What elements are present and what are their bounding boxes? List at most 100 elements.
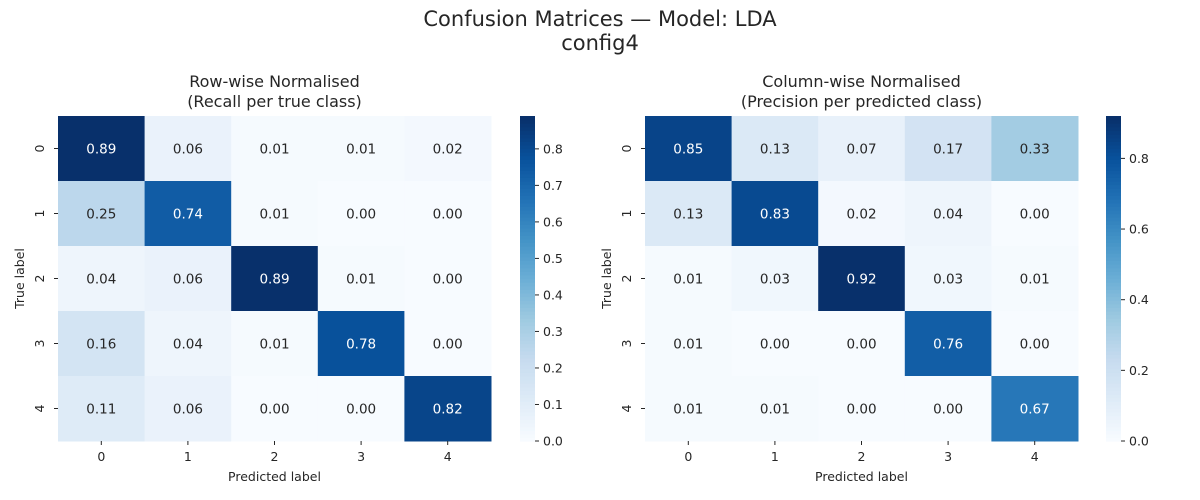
panel-title-line-1: Column-wise Normalised [762, 72, 961, 91]
colorbar-segment [520, 282, 535, 287]
colorbar-segment [1106, 119, 1121, 124]
colorbar-segment [520, 332, 535, 337]
cell-value-label: 0.83 [760, 207, 790, 223]
colorbar-segment [1106, 394, 1121, 399]
cell-value-label: 0.02 [433, 142, 463, 158]
heatmap-cell [731, 376, 819, 442]
colorbar-tick-label: 0.2 [543, 360, 563, 375]
heatmap-cell [231, 311, 319, 377]
colorbar-segment [520, 361, 535, 366]
colorbar-segment [520, 220, 535, 225]
colorbar-segment [1106, 376, 1121, 381]
cell-value-label: 0.00 [1020, 337, 1050, 353]
colorbar-segment [520, 264, 535, 269]
colorbar-segment [520, 152, 535, 157]
x-tick-label: 3 [944, 449, 952, 464]
heatmap-cell [404, 311, 492, 377]
cell-value-label: 0.13 [760, 142, 790, 158]
cell-value-label: 0.01 [259, 142, 289, 158]
cell-value-label: 0.04 [933, 207, 963, 223]
colorbar-segment [520, 321, 535, 327]
heatmap-cell [731, 246, 819, 312]
cell-value-label: 0.00 [433, 337, 463, 353]
colorbar-segment [520, 372, 535, 377]
colorbar-segment [1106, 307, 1121, 312]
heatmap-cell [731, 311, 819, 377]
cell-value-label: 0.67 [1020, 402, 1050, 418]
panel-title-line-1: Row-wise Normalised [189, 72, 360, 91]
heatmap-cell [231, 376, 319, 442]
colorbar-segment [1106, 296, 1121, 301]
colorbar-segment [1106, 159, 1121, 164]
colorbar-segment [1106, 401, 1121, 406]
colorbar-segment [520, 134, 535, 139]
colorbar-segment [520, 300, 535, 305]
colorbar-segment [1106, 235, 1121, 240]
cell-value-label: 0.00 [259, 402, 289, 418]
colorbar-segment [520, 224, 535, 229]
colorbar-segment [520, 148, 535, 153]
cell-value-label: 0.89 [86, 142, 116, 158]
heatmap-cell [818, 376, 906, 442]
colorbar-segment [1106, 368, 1121, 373]
colorbar-segment [520, 289, 535, 294]
colorbar-tick-label: 0.0 [1129, 434, 1149, 449]
heatmap-cell [904, 246, 992, 312]
heatmap-cell [58, 181, 146, 247]
cell-value-label: 0.01 [346, 142, 376, 158]
cell-value-label: 0.01 [760, 402, 790, 418]
heatmap-cell [645, 246, 733, 312]
heatmap-cell [645, 311, 733, 377]
colorbar-segment [1106, 347, 1121, 352]
colorbar-segment [520, 209, 535, 215]
cell-value-label: 0.06 [173, 402, 203, 418]
colorbar-segment [1106, 433, 1121, 438]
colorbar-segment [1106, 354, 1121, 359]
heatmap-cell [317, 376, 405, 442]
cell-value-label: 0.89 [259, 272, 289, 288]
heatmap-cell [904, 116, 992, 182]
panel-title-line-2: (Recall per true class) [187, 92, 362, 111]
colorbar-segment [1106, 397, 1121, 402]
heatmap-cell [904, 311, 992, 377]
colorbar-segment [520, 159, 535, 164]
colorbar-segment [520, 303, 535, 308]
colorbar-segment [1106, 430, 1121, 435]
colorbar-segment [520, 329, 535, 334]
colorbar-segment [1106, 426, 1121, 431]
y-tick-label: 3 [619, 340, 634, 348]
cell-value-label: 0.85 [673, 142, 703, 158]
colorbar-segment [1106, 282, 1121, 287]
colorbar-segment [1106, 148, 1121, 153]
colorbar-segment [1106, 412, 1121, 417]
colorbar-segment [520, 408, 535, 413]
heatmap-cell [991, 376, 1079, 442]
colorbar-segment [520, 217, 535, 222]
cell-value-label: 0.00 [846, 337, 876, 353]
colorbar-segment [520, 199, 535, 204]
x-tick-label: 3 [357, 449, 365, 464]
colorbar-segment [1106, 224, 1121, 229]
colorbar-segment [1106, 134, 1121, 139]
colorbar-segment [520, 177, 535, 182]
colorbar-segment [520, 394, 535, 399]
colorbar-tick-label: 0.8 [1129, 151, 1149, 166]
colorbar-segment [1106, 390, 1121, 395]
cell-value-label: 0.01 [346, 272, 376, 288]
colorbar-segment [1106, 300, 1121, 305]
colorbar-segment [1106, 311, 1121, 316]
colorbar-segment [1106, 206, 1121, 211]
figure-title-line-2: config4 [561, 31, 639, 55]
cell-value-label: 0.07 [846, 142, 876, 158]
heatmap-cell [317, 116, 405, 182]
colorbar-tick-label: 0.7 [543, 178, 563, 193]
colorbar-segment [1106, 253, 1121, 258]
colorbar-segment [1106, 202, 1121, 207]
cell-value-label: 0.82 [433, 402, 463, 418]
y-axis-label: True label [12, 248, 27, 310]
x-tick-label: 0 [97, 449, 105, 464]
colorbar-tick-label: 0.0 [543, 434, 563, 449]
cell-value-label: 0.06 [173, 272, 203, 288]
colorbar-segment [1106, 285, 1121, 290]
x-tick-label: 4 [1031, 449, 1039, 464]
